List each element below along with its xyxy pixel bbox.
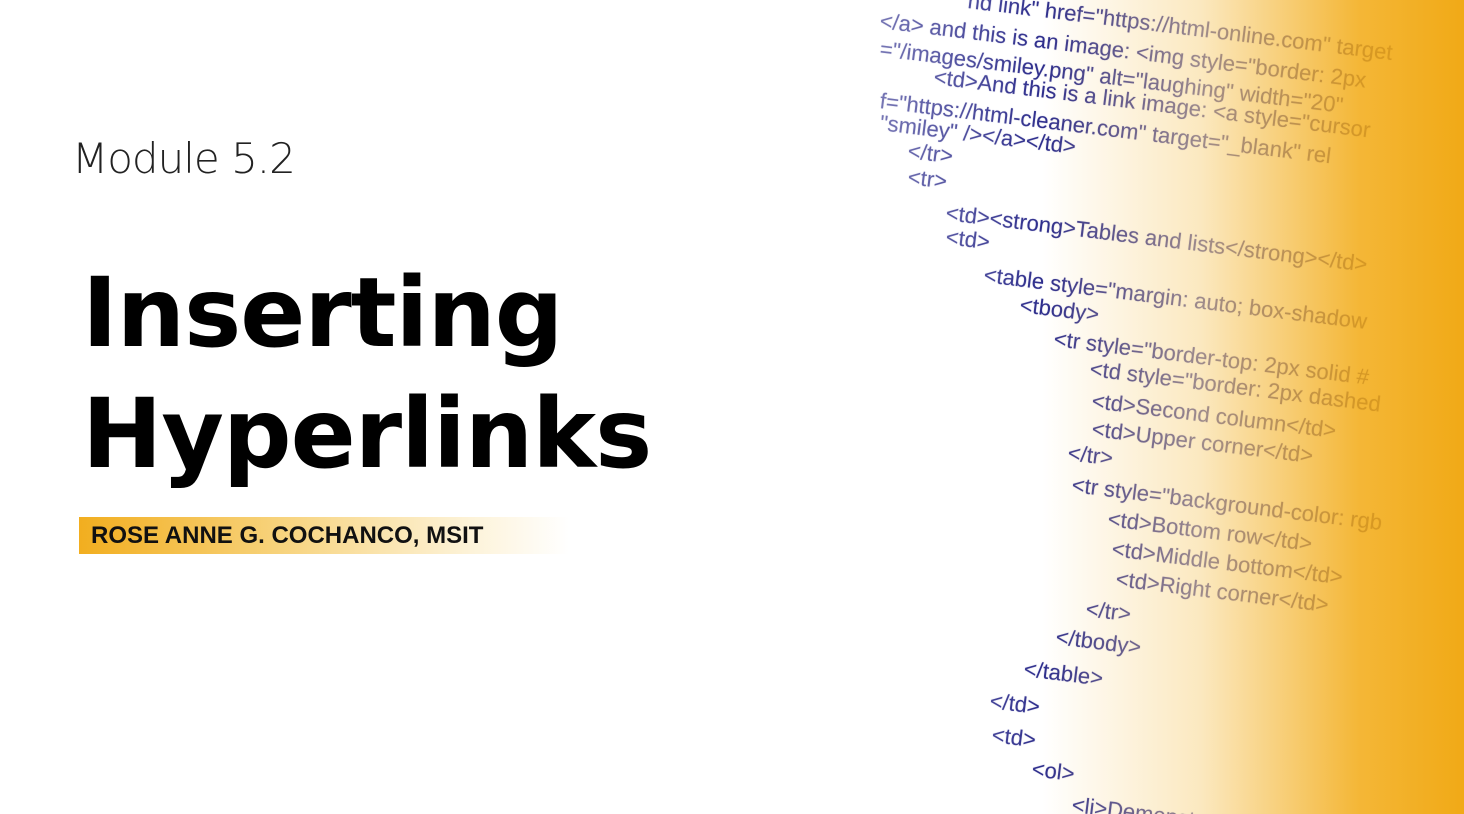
code-image: nd link" href="https://html-online.com" …: [878, 0, 1464, 814]
author: ROSE ANNE G. COCHANCO, MSIT: [91, 522, 484, 549]
title-line: Hyperlinks: [82, 378, 652, 490]
author-highlight: [79, 517, 569, 554]
gradient-overlay: [878, 0, 1464, 814]
module-label: Module 5.2: [72, 134, 296, 183]
title-line: Inserting: [82, 257, 564, 369]
